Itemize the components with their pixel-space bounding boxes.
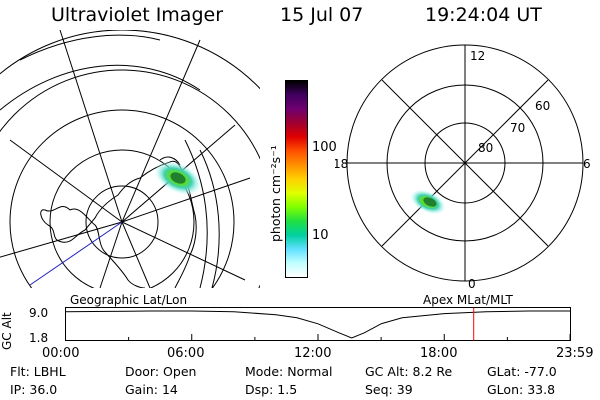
- mlt-line: [381, 79, 549, 247]
- limb-arc: [19, 34, 161, 61]
- y-tick-label: 9.0: [29, 306, 49, 320]
- mlat-label: 60: [535, 99, 550, 113]
- terminator-arc: [199, 149, 220, 288]
- colorbar-unit-label: photon cm⁻²s⁻¹: [268, 145, 283, 242]
- meridian-line: [121, 177, 251, 223]
- status-item: GLon: 33.8: [487, 382, 556, 397]
- coastline: [40, 160, 197, 288]
- altitude-series-line: [65, 310, 571, 339]
- mlt-label: 12: [470, 49, 485, 63]
- altitude-axis-label: GC Alt: [0, 312, 14, 350]
- instrument-title: Ultraviolet Imager: [51, 4, 224, 26]
- colorbar-gradient: [286, 81, 307, 277]
- x-tick-label: 18:00: [420, 346, 458, 361]
- colorbar-tick-label: 100: [312, 140, 337, 155]
- status-item: Flt: LBHL: [10, 364, 66, 379]
- limb-arc: [0, 64, 201, 111]
- latitude-circle: [9, 109, 235, 288]
- status-item: Door: Open: [125, 364, 197, 379]
- aurora-emission: [423, 197, 437, 207]
- y-tick-label: 1.8: [29, 331, 49, 345]
- left-panel-caption: Geographic Lat/Lon: [70, 293, 188, 307]
- latitude-circle: [85, 185, 159, 259]
- polar-plot: 12 18 6 0 60 70 80: [335, 44, 591, 290]
- mlat-label: 80: [478, 141, 493, 155]
- aurora-emission: [170, 172, 186, 184]
- status-item: Gain: 14: [125, 382, 178, 397]
- viewing-direction-line: [29, 221, 123, 286]
- right-panel-caption: Apex MLat/MLT: [423, 293, 513, 307]
- geographic-map: [0, 30, 260, 288]
- mlt-label: 0: [468, 277, 476, 290]
- status-item: Seq: 39: [365, 382, 413, 397]
- status-item: GLat: -77.0: [487, 364, 557, 379]
- colorbar: [285, 80, 308, 278]
- latitude-circle: [49, 149, 195, 288]
- x-tick-label: 06:00: [167, 346, 205, 361]
- status-item: Dsp: 1.5: [245, 382, 298, 397]
- coastline: [159, 156, 181, 166]
- coastline: [69, 208, 146, 288]
- x-tick-label: 23:59: [556, 346, 594, 361]
- status-item: IP: 36.0: [10, 382, 58, 397]
- date-label: 15 Jul 07: [280, 4, 364, 26]
- altitude-timeline: [65, 307, 571, 341]
- x-tick-label: 12:00: [294, 346, 332, 361]
- mlt-label: 6: [583, 157, 591, 171]
- latitude-circle: [0, 69, 260, 288]
- meridian-line: [9, 139, 123, 223]
- status-item: Mode: Normal: [245, 364, 333, 379]
- meridian-line: [0, 221, 123, 258]
- meridian-line: [121, 221, 246, 281]
- terminator-arc: [184, 139, 208, 288]
- x-tick-label: 00:00: [42, 346, 80, 361]
- mlt-label: 18: [335, 157, 348, 171]
- meridian-line: [99, 221, 123, 288]
- status-item: GC Alt: 8.2 Re: [365, 364, 453, 379]
- meridian-line: [59, 30, 123, 223]
- colorbar-tick-label: 10: [312, 228, 329, 243]
- meridian-line: [121, 39, 201, 223]
- meridian-line: [121, 221, 151, 288]
- time-label: 19:24:04 UT: [425, 4, 542, 26]
- mlat-label: 70: [510, 121, 525, 135]
- latitude-circle: [0, 30, 260, 90]
